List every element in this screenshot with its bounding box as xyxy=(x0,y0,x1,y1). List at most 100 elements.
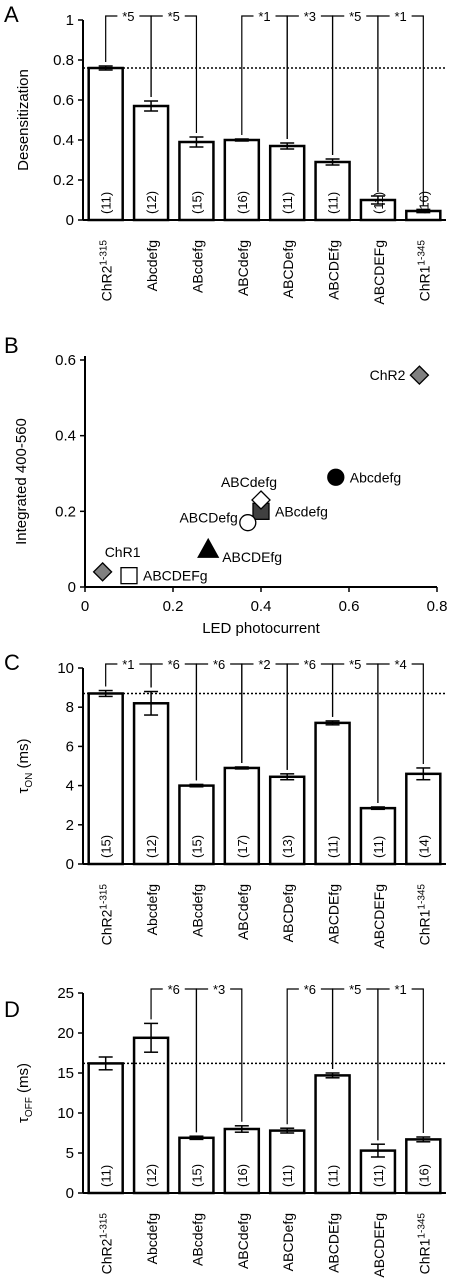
y-tick-label: 1 xyxy=(66,12,74,29)
y-axis-label: Integrated 400-560 xyxy=(13,418,30,545)
x-tick-label: 0.8 xyxy=(427,598,448,615)
category-label: ABCDEFg xyxy=(371,240,387,305)
n-label: (15) xyxy=(99,835,114,858)
x-tick-label: 0.6 xyxy=(339,598,360,615)
n-label: (17) xyxy=(235,835,250,858)
y-tick-label: 0 xyxy=(66,856,74,873)
category-label: ABCDefg xyxy=(280,240,296,298)
significance-label: *5 xyxy=(349,657,361,672)
bar xyxy=(314,160,351,222)
category-label: ChR11-345 xyxy=(416,1213,432,1275)
y-tick-label: 0 xyxy=(68,579,76,596)
significance-bracket xyxy=(377,988,424,1141)
y-axis-label: Desensitization xyxy=(15,69,32,171)
y-tick-label: 0.6 xyxy=(53,92,74,109)
significance-label: *3 xyxy=(304,9,316,24)
significance-label-bg xyxy=(389,655,412,670)
significance-label-bg xyxy=(117,655,140,670)
y-tick-label: 0.6 xyxy=(55,352,76,369)
category-label: ABcdefg xyxy=(189,1213,205,1266)
n-label: (11) xyxy=(326,836,341,858)
scatter-point-label: ABCDEfg xyxy=(222,549,282,565)
y-tick-label: 0.2 xyxy=(53,172,74,189)
scatter-point-diamond xyxy=(251,490,271,510)
significance-label-bg xyxy=(208,655,231,670)
n-label: (11) xyxy=(371,836,386,858)
significance-label-bg xyxy=(162,7,185,22)
category-label: ChR21-315 xyxy=(99,1213,115,1275)
significance-label: *6 xyxy=(213,657,225,672)
category-label: ABCDEfg xyxy=(326,240,342,300)
x-tick-label: 0 xyxy=(81,598,89,615)
panel-d: D 0 5 10 15 20 25 τOFF (ms) (11) ChR21-315 (12) Abc… xyxy=(4,980,446,1278)
scatter-point-label: ChR1 xyxy=(105,544,141,560)
significance-label-bg xyxy=(389,980,412,995)
significance-label-bg xyxy=(253,7,276,22)
bar xyxy=(178,140,215,222)
category-label: ABCdefg xyxy=(235,240,251,296)
scatter-point-label: ABCDefg xyxy=(179,510,237,526)
category-label: ABCdefg xyxy=(235,1213,251,1269)
category-label: ABCDefg xyxy=(280,1213,296,1271)
scatter-point-label: ChR2 xyxy=(370,367,406,383)
scatter-point-triangle xyxy=(197,537,220,558)
significance-label: *6 xyxy=(168,982,180,997)
significance-bracket xyxy=(241,663,288,770)
category-label: ABCDEFg xyxy=(371,884,387,949)
y-tick-label: 5 xyxy=(66,1145,74,1162)
y-tick-label: 4 xyxy=(66,778,74,795)
bar xyxy=(132,104,170,222)
significance-label-bg xyxy=(344,7,367,22)
significance-label: *3 xyxy=(213,982,225,997)
significance-label: *1 xyxy=(258,9,270,24)
significance-bracket xyxy=(286,15,334,155)
significance-label: *1 xyxy=(394,982,406,997)
significance-label: *5 xyxy=(122,9,134,24)
bar xyxy=(132,702,170,866)
category-label: ABCdefg xyxy=(235,884,251,940)
significance-label-bg xyxy=(253,655,276,670)
panel-letter: C xyxy=(4,650,20,675)
y-tick-label: 10 xyxy=(57,660,74,677)
scatter-point-diamond xyxy=(92,561,113,582)
significance-label-bg xyxy=(117,7,140,22)
y-tick-label: 10 xyxy=(57,1105,74,1122)
y-tick-label: 0.4 xyxy=(53,132,74,149)
y-tick-label: 0.8 xyxy=(53,52,74,69)
significance-label: *6 xyxy=(168,657,180,672)
scatter-point-label: ABCdefg xyxy=(221,474,277,490)
scatter-point-diamond xyxy=(409,365,430,386)
significance-bracket xyxy=(377,15,424,206)
n-label: (11) xyxy=(371,192,386,214)
category-label: ChR21-315 xyxy=(99,884,115,946)
scatter-point-label: ABcdefg xyxy=(275,503,328,519)
category-label: ChR11-345 xyxy=(416,240,432,302)
significance-label: *5 xyxy=(349,9,361,24)
y-tick-label: 0.4 xyxy=(55,428,76,445)
y-axis-label: τOFF (ms) xyxy=(15,1063,35,1123)
category-label: ABcdefg xyxy=(189,884,205,937)
significance-label: *5 xyxy=(349,982,361,997)
category-label: ChR21-315 xyxy=(99,240,115,302)
significance-bracket xyxy=(195,663,243,781)
category-label: ABCDEFg xyxy=(371,1213,387,1278)
x-tick-label: 0.4 xyxy=(251,598,272,615)
n-label: (11) xyxy=(326,192,341,214)
n-label: (16) xyxy=(235,191,250,214)
category-label: ABCDEfg xyxy=(326,884,342,944)
n-label: (12) xyxy=(144,191,159,214)
y-tick-label: 2 xyxy=(66,817,74,834)
n-label: (16) xyxy=(235,1164,250,1187)
significance-label: *1 xyxy=(122,657,134,672)
y-tick-label: 0 xyxy=(66,212,74,229)
n-label: (15) xyxy=(189,835,204,858)
bar xyxy=(223,138,261,222)
category-label: ChR11-345 xyxy=(416,884,432,946)
y-axis-label: τON (ms) xyxy=(15,738,35,793)
scatter-point-square xyxy=(120,567,138,585)
y-tick-label: 0.2 xyxy=(55,503,76,520)
y-tick-label: 15 xyxy=(57,1065,74,1082)
y-tick-label: 0 xyxy=(66,1185,74,1202)
n-label: (16) xyxy=(416,1164,431,1187)
